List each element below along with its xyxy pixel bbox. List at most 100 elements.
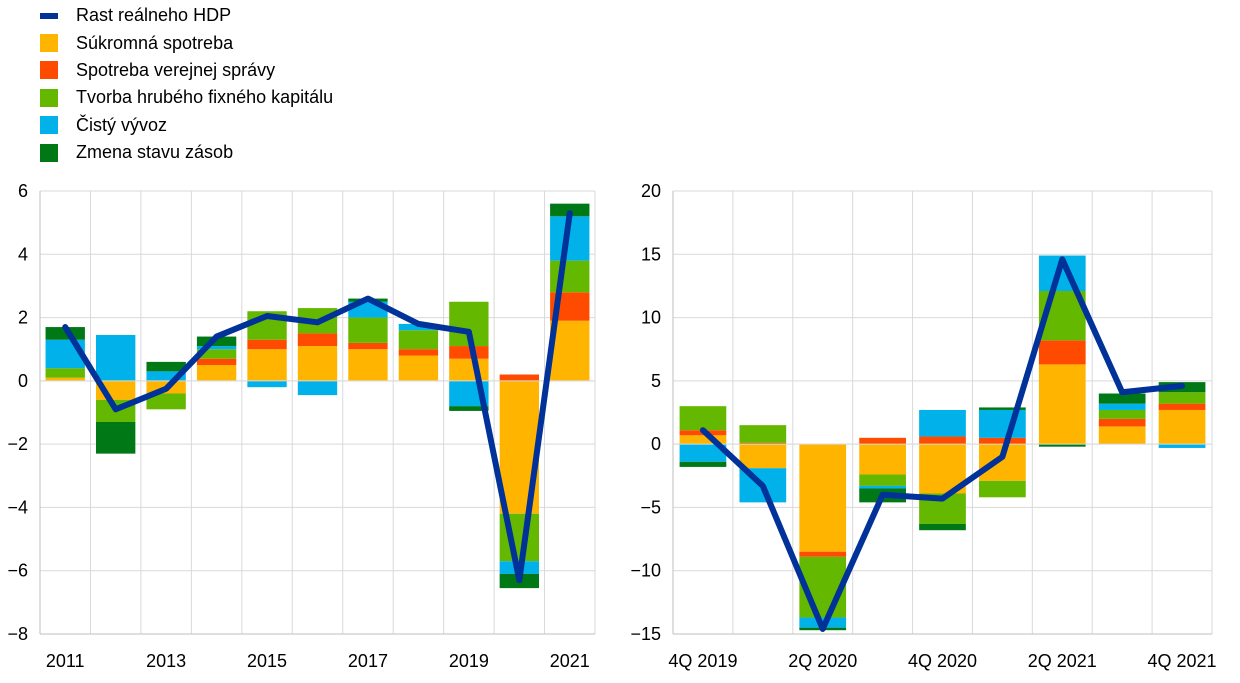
annual-bar-0-4: [247, 349, 287, 381]
annual-y-tick-label: 6: [18, 181, 28, 201]
legend-item-net-exports: Čistý vývoz: [40, 112, 333, 139]
annual-bar-0-10: [550, 320, 590, 381]
quarterly-bar-0-7: [1098, 426, 1146, 445]
quarterly-bar-0-3: [859, 444, 906, 475]
annual-x-tick-label: 2013: [146, 651, 186, 671]
quarterly-bar-2-8: [1158, 392, 1206, 404]
annual-bar-2-6: [348, 317, 388, 343]
quarterly-y-tick-label: 10: [641, 308, 661, 328]
quarterly-x-tick-label: 4Q 2019: [668, 651, 737, 671]
quarterly-bar-0-6: [1038, 364, 1086, 445]
annual-bar-0-5: [297, 346, 338, 381]
annual-bar-1-6: [348, 342, 388, 350]
quarterly-bar-1-6: [1038, 340, 1086, 365]
legend-swatch-government-consumption: [40, 61, 58, 80]
annual-bar-4-2: [146, 361, 186, 372]
chart-legend: Rast reálneho HDP Súkromná spotreba Spot…: [40, 2, 333, 166]
annual-bar-3-3: [196, 346, 237, 350]
quarterly-bar-1-4: [919, 436, 966, 445]
quarterly-y-tick-label: −5: [640, 497, 661, 517]
annual-bar-4-8: [449, 406, 489, 411]
legend-swatch-gdp: [40, 12, 58, 19]
annual-bar-0-7: [398, 355, 439, 381]
legend-label-private-consumption: Súkromná spotreba: [76, 32, 234, 53]
annual-y-tick-label: −8: [7, 624, 28, 644]
annual-bar-2-7: [398, 330, 439, 350]
annual-y-tick-label: −6: [7, 561, 28, 581]
quarterly-x-tick-label: 2Q 2020: [788, 651, 857, 671]
quarterly-bar-4-6: [1038, 444, 1086, 447]
quarterly-bar-0-8: [1158, 409, 1206, 445]
quarterly-bar-4-0: [679, 461, 727, 467]
legend-label-net-exports: Čistý vývoz: [76, 114, 168, 135]
quarterly-bar-4-4: [919, 523, 966, 531]
legend-swatch-net-exports: [40, 116, 58, 135]
annual-bar-1-4: [247, 339, 287, 350]
quarterly-y-tick-label: 15: [641, 244, 661, 264]
quarterly-bar-3-4: [919, 409, 966, 437]
quarterly-bar-3-0: [679, 444, 727, 462]
quarterly-y-tick-label: 5: [651, 371, 661, 391]
annual-bar-1-3: [196, 358, 237, 366]
annual-x-tick-label: 2011: [46, 651, 85, 671]
quarterly-bar-0-1: [739, 444, 787, 469]
annual-x-tick-label: 2021: [550, 651, 590, 671]
quarterly-bar-4-7: [1098, 393, 1146, 404]
legend-label-gdp: Rast reálneho HDP: [76, 5, 232, 26]
legend-label-investment: Tvorba hrubého fixného kapitálu: [76, 87, 334, 108]
quarterly-bar-4-5: [979, 407, 1026, 410]
annual-bar-0-0: [45, 377, 85, 381]
annual-bar-2-2: [146, 393, 186, 410]
annual-bar-1-5: [297, 333, 338, 347]
annual-bar-3-5: [297, 380, 338, 396]
quarterly-bar-2-1: [739, 425, 787, 443]
quarterly-x-tick-label: 2Q 2021: [1028, 651, 1097, 671]
quarterly-bar-0-0: [679, 435, 727, 445]
annual-chart: −8 −6 −4 −2 0 2 4 6 2011 2013 2015 2017 2019 2021: [7, 181, 596, 671]
annual-x-tick-label: 2019: [449, 651, 489, 671]
legend-swatch-investment: [40, 88, 58, 107]
legend-item-inventories: Zmena stavu zásob: [40, 139, 333, 166]
annual-bar-4-3: [196, 336, 237, 347]
legend-item-gdp: Rast reálneho HDP: [40, 2, 333, 29]
quarterly-y-tick-label: −15: [630, 624, 661, 644]
quarterly-bar-2-0: [679, 406, 727, 431]
annual-bar-3-4: [247, 380, 287, 388]
annual-y-tick-label: 0: [18, 371, 28, 391]
legend-label-inventories: Zmena stavu zásob: [76, 142, 234, 163]
annual-x-tick-label: 2015: [247, 651, 287, 671]
quarterly-bar-3-3: [859, 485, 906, 489]
annual-bar-1-8: [449, 346, 489, 359]
quarterly-y-tick-label: 20: [641, 181, 661, 201]
annual-bar-3-7: [398, 323, 439, 331]
quarterly-bar-2-3: [859, 474, 906, 486]
annual-bar-4-10: [550, 203, 590, 217]
quarterly-bar-2-7: [1098, 409, 1146, 419]
legend-swatch-inventories: [40, 143, 58, 162]
annual-y-tick-label: −4: [7, 497, 28, 517]
quarterly-bar-1-1: [739, 442, 787, 445]
quarterly-bar-1-3: [859, 437, 906, 445]
annual-bar-4-0: [45, 327, 85, 340]
quarterly-bar-3-7: [1098, 403, 1146, 410]
annual-y-tick-label: 4: [18, 244, 28, 264]
quarterly-bar-2-5: [979, 480, 1026, 498]
annual-x-tick-label: 2017: [348, 651, 388, 671]
annual-y-tick-label: −2: [7, 434, 28, 454]
quarterly-bar-1-5: [979, 437, 1026, 445]
annual-bar-3-2: [146, 371, 186, 381]
annual-bar-2-3: [196, 349, 237, 359]
annual-bar-3-1: [96, 334, 136, 381]
quarterly-bar-1-2: [799, 551, 847, 557]
annual-y-tick-label: 2: [18, 308, 28, 328]
quarterly-y-tick-label: 0: [651, 434, 661, 454]
quarterly-bar-1-8: [1158, 403, 1206, 410]
annual-bar-1-7: [398, 349, 439, 356]
legend-item-government-consumption: Spotreba verejnej správy: [40, 57, 333, 84]
quarterly-bar-1-7: [1098, 418, 1146, 427]
quarterly-bar-3-8: [1158, 444, 1206, 448]
annual-bar-0-8: [449, 358, 489, 381]
legend-label-government-consumption: Spotreba verejnej správy: [76, 59, 276, 80]
quarterly-bar-0-2: [799, 444, 847, 552]
